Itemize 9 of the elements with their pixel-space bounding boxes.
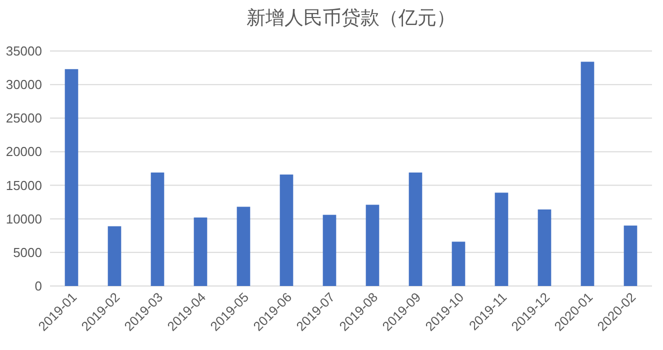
y-tick-label: 5000 (13, 244, 42, 260)
y-tick-label: 25000 (6, 110, 42, 126)
y-tick-label: 10000 (6, 211, 42, 226)
y-tick-label: 35000 (6, 44, 42, 58)
y-tick-label: 20000 (6, 144, 42, 160)
y-tick-label: 30000 (6, 77, 42, 92)
chart-title: 新增人民币贷款（亿元） (246, 7, 456, 29)
y-tick-label: 15000 (6, 178, 42, 193)
y-tick-label: 0 (34, 278, 42, 294)
